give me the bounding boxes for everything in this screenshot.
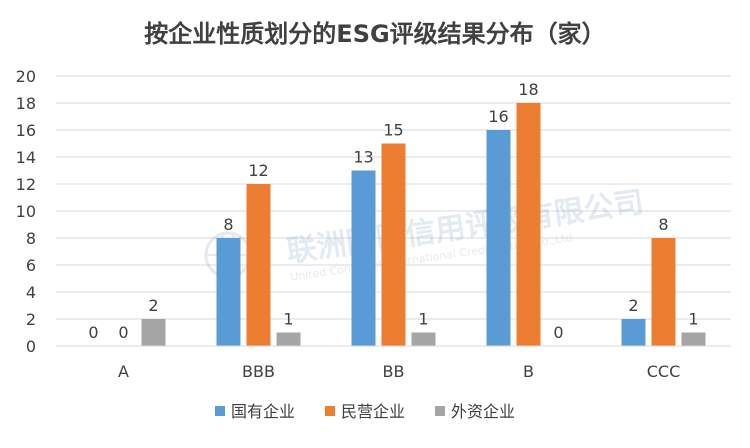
y-tick-label: 2 xyxy=(26,310,36,329)
data-labels: 0 0 2 8 12 1 13 15 1 16 18 0 2 8 1 xyxy=(88,80,698,342)
bar xyxy=(681,332,706,346)
bar xyxy=(216,238,241,346)
x-tick-label: B xyxy=(523,362,534,381)
y-tick-label: 0 xyxy=(26,337,36,356)
x-tick-label: A xyxy=(118,362,129,381)
x-axis-ticks: A BBB BB B CCC xyxy=(118,362,680,381)
y-tick-label: 18 xyxy=(16,94,36,113)
data-label: 1 xyxy=(418,310,428,329)
legend-swatch xyxy=(215,406,225,416)
bar xyxy=(621,319,646,346)
bar xyxy=(246,184,271,346)
y-tick-label: 20 xyxy=(16,67,36,86)
y-tick-label: 14 xyxy=(16,148,36,167)
bar xyxy=(651,238,676,346)
y-tick-label: 4 xyxy=(26,283,36,302)
y-tick-label: 10 xyxy=(16,202,36,221)
y-tick-label: 16 xyxy=(16,121,36,140)
bar xyxy=(516,103,541,346)
data-label: 2 xyxy=(148,296,158,315)
bar xyxy=(486,130,511,346)
data-label: 12 xyxy=(248,161,268,180)
legend: 国有企业 民营企业 外资企业 xyxy=(215,402,515,421)
data-label: 1 xyxy=(688,310,698,329)
x-tick-label: CCC xyxy=(647,362,681,381)
legend-label: 外资企业 xyxy=(451,402,515,421)
data-label: 1 xyxy=(283,310,293,329)
legend-swatch xyxy=(325,406,335,416)
legend-label: 国有企业 xyxy=(231,402,295,421)
chart-title: 按企业性质划分的ESG评级结果分布（家） xyxy=(144,20,605,48)
data-label: 8 xyxy=(658,215,668,234)
legend-swatch xyxy=(435,406,445,416)
bar xyxy=(276,332,301,346)
data-label: 16 xyxy=(488,107,508,126)
y-tick-label: 8 xyxy=(26,229,36,248)
data-label: 8 xyxy=(223,215,233,234)
bar xyxy=(411,332,436,346)
x-tick-label: BB xyxy=(383,362,405,381)
y-tick-label: 6 xyxy=(26,256,36,275)
y-axis-ticks: 0 2 4 6 8 10 12 14 16 18 20 xyxy=(16,67,36,356)
data-label: 0 xyxy=(88,323,98,342)
bars xyxy=(141,103,706,346)
data-label: 15 xyxy=(383,121,403,140)
data-label: 0 xyxy=(118,323,128,342)
data-label: 0 xyxy=(553,323,563,342)
y-tick-label: 12 xyxy=(16,175,36,194)
data-label: 2 xyxy=(628,296,638,315)
bar xyxy=(381,143,406,346)
bar xyxy=(141,319,166,346)
x-tick-label: BBB xyxy=(242,362,275,381)
data-label: 18 xyxy=(518,80,538,99)
data-label: 13 xyxy=(353,148,373,167)
legend-label: 民营企业 xyxy=(341,402,405,421)
bar xyxy=(351,170,376,346)
